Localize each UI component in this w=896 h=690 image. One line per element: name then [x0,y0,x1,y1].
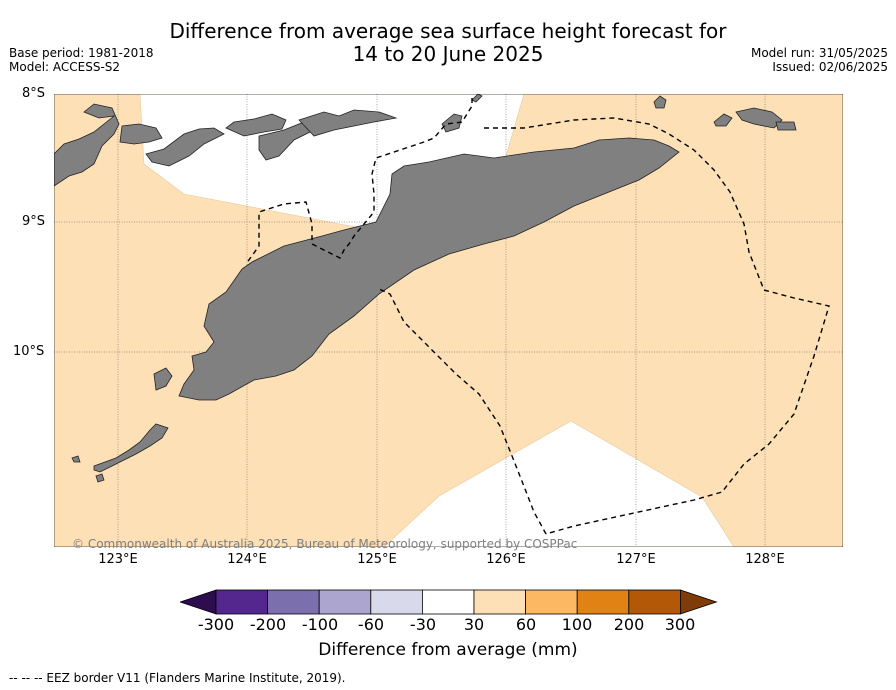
small-island-sw [95,473,105,483]
small-island-ne-2 [713,113,733,127]
alor-wetar-islands [54,103,120,187]
colorbar-tick: 30 [463,615,485,634]
issued-date: Issued: 02/06/2025 [772,60,888,74]
timor-island [178,137,680,401]
colorbar-tick: -60 [357,615,385,634]
meta-right: Model run: 31/05/2025 Issued: 02/06/2025 [751,46,888,74]
copyright-text: © Commonwealth of Australia 2025, Bureau… [72,537,578,551]
colorbar-segment [370,589,423,615]
small-island-1 [119,123,163,145]
lon-label-123e: 123°E [98,552,138,567]
lat-label-8s: 8°S [22,86,46,101]
colorbar-segment [318,589,372,615]
model-run: Model run: 31/05/2025 [750,46,888,60]
title-line-2: 14 to 20 June 2025 [352,42,544,66]
colorbar-tick: 200 [613,615,645,634]
model-name: Model: ACCESS-S2 [9,60,121,74]
lon-label-126e: 126°E [486,552,526,567]
colorbar-tick: -300 [197,615,235,634]
lon-label-125e: 125°E [357,552,397,567]
sawu-island [71,455,81,463]
rote-island [93,423,169,473]
colorbar-tick: -30 [409,615,437,634]
eez-border [245,98,830,535]
lon-label-127e: 127°E [616,552,656,567]
small-island-2 [145,127,225,167]
neutral-region-south [383,420,735,547]
eez-footnote: -- -- -- EEZ border V11 (Flanders Marine… [9,671,346,685]
title-line-1: Difference from average sea surface heig… [169,19,727,43]
lat-label-10s: 10°S [13,344,45,359]
colorbar-segment [473,589,526,615]
colorbar-tick: -100 [301,615,339,634]
colorbar-segment [628,589,681,615]
colorbar [178,589,718,615]
colorbar-segment [421,589,475,615]
meta-left: Base period: 1981-2018 Model: ACCESS-S2 [9,46,154,74]
lon-label-124e: 124°E [227,552,267,567]
small-island-3 [225,113,287,137]
map-panel [54,94,843,547]
small-island-top [471,94,483,103]
colorbar-extension-low [178,589,217,615]
colorbar-tick: 100 [561,615,593,634]
small-island-5 [298,109,398,137]
colorbar-extension-high [679,589,718,615]
small-island-ne-4 [775,121,797,131]
colorbar-segment [267,589,320,615]
colorbar-tick: 60 [515,615,537,634]
lat-label-9s: 9°S [22,214,46,229]
colorbar-label: Difference from average (mm) [318,640,578,660]
colorbar-segment [576,589,630,615]
small-island-4 [258,121,315,161]
map-svg [54,94,843,547]
lon-label-128e: 128°E [745,552,785,567]
chart-title: Difference from average sea surface heig… [0,20,896,66]
small-island-w-1 [153,367,173,391]
colorbar-svg [178,589,718,615]
colorbar-tick: 300 [664,615,696,634]
colorbar-segment [525,589,578,615]
colorbar-tick: -200 [249,615,287,634]
colorbar-segment [215,589,268,615]
base-period: Base period: 1981-2018 [9,46,154,60]
small-island-ne-1 [653,95,667,109]
